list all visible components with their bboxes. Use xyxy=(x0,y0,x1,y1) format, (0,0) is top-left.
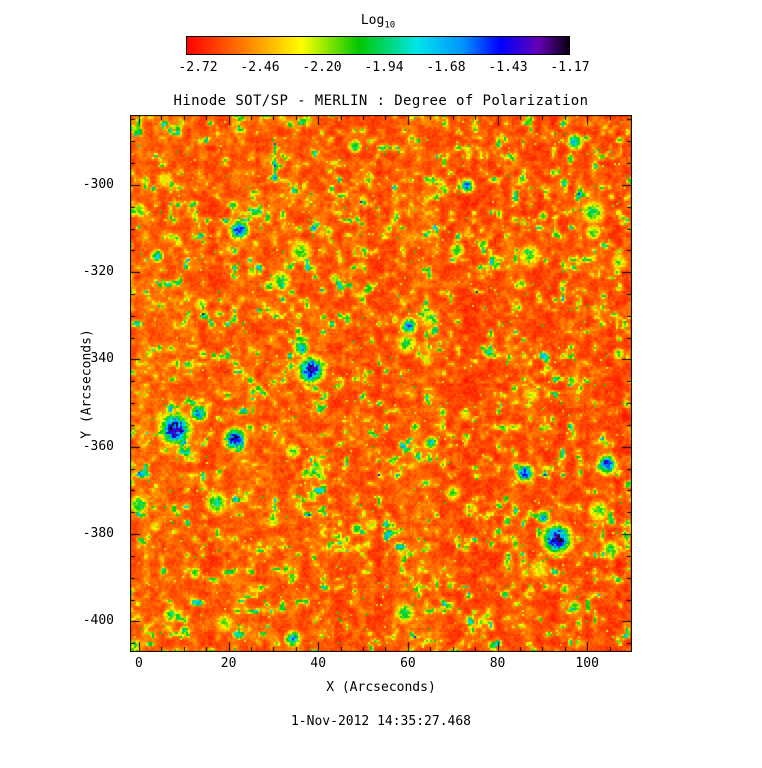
colorbar-label-sub: 10 xyxy=(384,20,396,31)
plot-title: Hinode SOT/SP - MERLIN : Degree of Polar… xyxy=(173,93,589,109)
plot-area xyxy=(130,115,632,652)
x-tick-label: 100 xyxy=(575,656,599,671)
y-axis-label: Y (Arcseconds) xyxy=(79,329,95,439)
colorbar-tick-label: -1.68 xyxy=(426,60,466,75)
x-tick-label: 60 xyxy=(400,656,416,671)
heatmap-canvas xyxy=(130,115,632,652)
x-axis-label: X (Arcseconds) xyxy=(326,680,436,695)
x-tick-label: 0 xyxy=(135,656,143,671)
y-tick-label: -340 xyxy=(82,351,114,367)
y-axis-tick-labels: -300 -320 -340 -360 -380 -400 xyxy=(0,115,122,652)
colorbar xyxy=(186,36,570,55)
colorbar-tick-label: -1.94 xyxy=(364,60,404,75)
x-axis-tick-labels: 0 20 40 60 80 100 xyxy=(130,656,632,671)
y-tick-label: -300 xyxy=(82,176,114,192)
colorbar-tick-label: -2.72 xyxy=(178,60,218,75)
x-tick-label: 20 xyxy=(220,656,237,671)
y-tick-label: -380 xyxy=(82,526,114,542)
y-tick-label: -360 xyxy=(82,438,114,454)
colorbar-tick-label: -1.17 xyxy=(550,60,590,75)
timestamp-caption: 1-Nov-2012 14:35:27.468 xyxy=(290,714,471,729)
y-tick-label: -400 xyxy=(82,613,114,629)
x-tick-label: 80 xyxy=(489,656,506,671)
colorbar-label: Log10 xyxy=(186,13,570,31)
x-tick-label: 40 xyxy=(310,656,327,671)
y-tick-label: -320 xyxy=(82,264,114,280)
colorbar-tick-labels: -2.72 -2.46 -2.20 -1.94 -1.68 -1.43 -1.17 xyxy=(178,60,589,75)
colorbar-tick-label: -2.46 xyxy=(240,60,280,75)
colorbar-tick-label: -2.20 xyxy=(302,60,342,75)
colorbar-label-main: Log xyxy=(360,13,385,28)
colorbar-tick-label: -1.43 xyxy=(488,60,528,75)
